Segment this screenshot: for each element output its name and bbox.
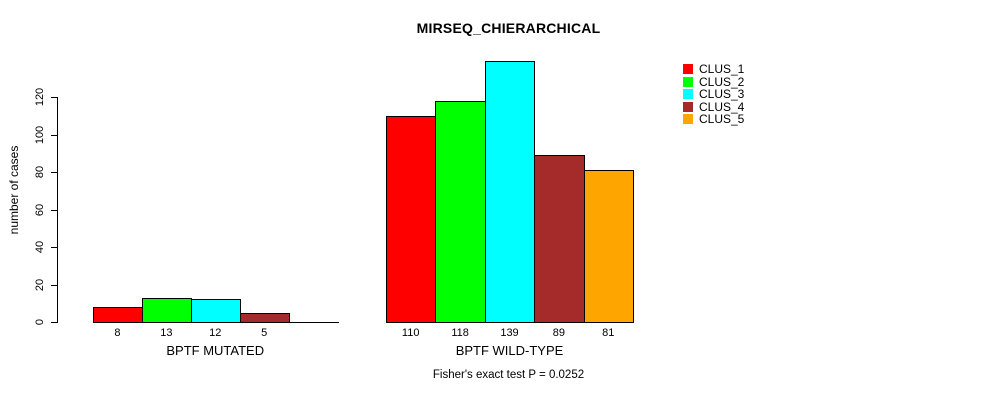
bar-bptf-wild-type-clus_2 — [435, 101, 486, 323]
y-tick-label: 80 — [34, 165, 46, 179]
y-tick-mark — [51, 172, 57, 173]
legend-label: CLUS_2 — [699, 74, 745, 89]
y-tick-label: 120 — [34, 87, 46, 107]
legend-item-clus_5: CLUS_5 — [683, 112, 745, 126]
legend-item-clus_3: CLUS_3 — [683, 87, 745, 101]
bar-bptf-wild-type-clus_4 — [534, 155, 585, 323]
y-tick-label: 100 — [34, 125, 46, 144]
bar-value-label: 5 — [261, 327, 268, 339]
annotation-fisher-test: Fisher's exact test P = 0.0252 — [432, 369, 585, 381]
y-tick-mark — [51, 284, 57, 286]
legend-swatch — [683, 64, 693, 74]
bar-value-label: 81 — [602, 327, 615, 339]
legend-swatch — [683, 101, 693, 112]
y-tick-mark — [51, 322, 57, 323]
bar-value-label: 110 — [401, 327, 420, 339]
y-tick-mark — [51, 247, 57, 248]
legend-item-clus_1: CLUS_1 — [683, 62, 745, 76]
y-tick-label: 20 — [34, 278, 46, 291]
legend-swatch — [683, 76, 693, 87]
legend-label: CLUS_4 — [699, 99, 745, 114]
bar-bptf-wild-type-clus_1 — [386, 116, 436, 323]
legend-swatch — [683, 89, 693, 99]
y-tick-label: 0 — [34, 318, 46, 326]
bar-bptf-mutated-clus_2 — [142, 298, 192, 323]
bar-bptf-wild-type-clus_3 — [485, 61, 535, 323]
bar-bptf-mutated-clus_4 — [240, 313, 290, 323]
y-tick-label: 60 — [34, 203, 46, 216]
bar-bptf-mutated-clus_3 — [191, 299, 241, 323]
legend-swatch — [683, 114, 693, 124]
bar-value-label: 12 — [209, 327, 222, 339]
bar-value-label: 89 — [552, 327, 566, 339]
legend-label: CLUS_1 — [699, 62, 745, 76]
y-tick-mark — [51, 97, 57, 98]
legend-item-clus_2: CLUS_2 — [683, 74, 745, 89]
bar-value-label: 139 — [500, 327, 519, 339]
y-axis-title: number of cases — [7, 145, 21, 235]
chart-title: MIRSEQ_CHIERARCHICAL — [416, 20, 601, 36]
legend-label: CLUS_5 — [699, 112, 745, 126]
legend-item-clus_4: CLUS_4 — [683, 99, 745, 114]
y-axis-line — [57, 97, 58, 323]
y-tick-label: 40 — [34, 240, 46, 254]
y-tick-mark — [51, 134, 57, 136]
bar-bptf-mutated-clus_1 — [93, 307, 143, 323]
legend: CLUS_1 CLUS_2 CLUS_3 CLUS_4 CLUS_5 — [683, 62, 745, 127]
group-label-bptf-mutated: BPTF MUTATED — [166, 343, 265, 358]
y-tick-mark — [51, 209, 57, 211]
bar-bptf-wild-type-clus_5 — [584, 170, 634, 323]
legend-label: CLUS_3 — [699, 87, 745, 101]
bar-value-label: 8 — [114, 327, 121, 339]
bar-value-label: 118 — [451, 327, 469, 339]
bar-value-label: 13 — [160, 327, 173, 339]
group-label-bptf-wild-type: BPTF WILD-TYPE — [455, 343, 564, 358]
